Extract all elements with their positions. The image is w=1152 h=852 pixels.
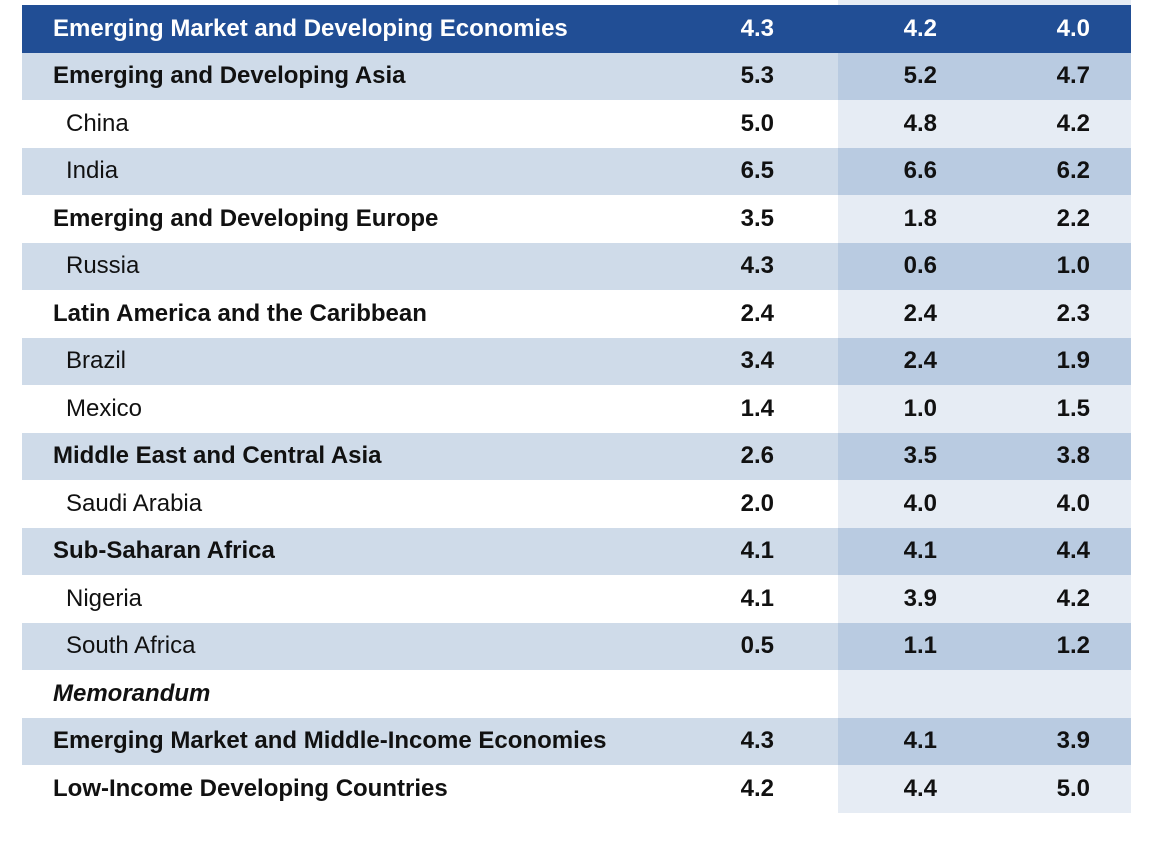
row-value-1: 4.2 xyxy=(700,765,838,813)
row-value-2: 5.2 xyxy=(838,52,993,100)
header-value-2: 4.2 xyxy=(838,5,993,53)
row-value-1: 2.6 xyxy=(700,432,838,480)
row-value-2 xyxy=(838,670,993,718)
row-value-3: 1.0 xyxy=(993,242,1131,290)
row-value-2: 3.5 xyxy=(838,432,993,480)
table-row: Nigeria 4.1 3.9 4.2 xyxy=(22,575,1131,623)
row-value-1: 3.4 xyxy=(700,337,838,385)
header-value-3: 4.0 xyxy=(993,5,1131,53)
row-value-2: 4.1 xyxy=(838,527,993,575)
row-label: Nigeria xyxy=(22,575,700,623)
table-row: Emerging and Developing Europe 3.5 1.8 2.2 xyxy=(22,195,1131,243)
row-label: China xyxy=(22,100,700,148)
row-value-3: 4.4 xyxy=(993,527,1131,575)
row-label: India xyxy=(22,147,700,195)
column-shade-top xyxy=(838,0,1131,5)
table-row: Memorandum xyxy=(22,670,1131,718)
table-row: China 5.0 4.8 4.2 xyxy=(22,100,1131,148)
table-row: India 6.5 6.6 6.2 xyxy=(22,147,1131,195)
row-label: Brazil xyxy=(22,337,700,385)
row-value-1: 3.5 xyxy=(700,195,838,243)
row-label: Latin America and the Caribbean xyxy=(22,290,700,338)
row-value-3: 4.7 xyxy=(993,52,1131,100)
row-value-1: 4.1 xyxy=(700,527,838,575)
table-row: South Africa 0.5 1.1 1.2 xyxy=(22,622,1131,670)
row-value-3 xyxy=(993,670,1131,718)
row-label: Emerging Market and Middle-Income Econom… xyxy=(22,717,700,765)
row-label: South Africa xyxy=(22,622,700,670)
row-value-2: 6.6 xyxy=(838,147,993,195)
row-value-1: 4.1 xyxy=(700,575,838,623)
row-value-3: 2.3 xyxy=(993,290,1131,338)
row-value-1: 1.4 xyxy=(700,385,838,433)
table-row: Russia 4.3 0.6 1.0 xyxy=(22,242,1131,290)
row-label: Sub-Saharan Africa xyxy=(22,527,700,575)
row-value-1: 2.0 xyxy=(700,480,838,528)
table-row: Middle East and Central Asia 2.6 3.5 3.8 xyxy=(22,432,1131,480)
row-value-1 xyxy=(700,670,838,718)
row-label: Mexico xyxy=(22,385,700,433)
table-row: Latin America and the Caribbean 2.4 2.4 2.3 xyxy=(22,290,1131,338)
row-value-3: 1.9 xyxy=(993,337,1131,385)
row-value-1: 2.4 xyxy=(700,290,838,338)
row-value-2: 1.1 xyxy=(838,622,993,670)
table-row: Saudi Arabia 2.0 4.0 4.0 xyxy=(22,480,1131,528)
row-label: Middle East and Central Asia xyxy=(22,432,700,480)
row-value-2: 4.8 xyxy=(838,100,993,148)
row-value-2: 2.4 xyxy=(838,290,993,338)
row-label: Emerging and Developing Europe xyxy=(22,195,700,243)
row-value-3: 4.2 xyxy=(993,100,1131,148)
row-value-2: 1.0 xyxy=(838,385,993,433)
row-value-1: 4.3 xyxy=(700,242,838,290)
row-value-2: 4.4 xyxy=(838,765,993,813)
table-row: Brazil 3.4 2.4 1.9 xyxy=(22,337,1131,385)
table-row: Emerging Market and Middle-Income Econom… xyxy=(22,717,1131,765)
growth-projections-table: Emerging Market and Developing Economies… xyxy=(22,5,1131,813)
row-value-2: 4.1 xyxy=(838,717,993,765)
row-value-3: 1.2 xyxy=(993,622,1131,670)
row-value-2: 2.4 xyxy=(838,337,993,385)
row-value-1: 6.5 xyxy=(700,147,838,195)
header-label: Emerging Market and Developing Economies xyxy=(22,5,700,53)
table-row: Emerging and Developing Asia 5.3 5.2 4.7 xyxy=(22,52,1131,100)
row-value-2: 1.8 xyxy=(838,195,993,243)
row-value-3: 1.5 xyxy=(993,385,1131,433)
header-value-1: 4.3 xyxy=(700,5,838,53)
row-value-3: 3.8 xyxy=(993,432,1131,480)
row-value-1: 0.5 xyxy=(700,622,838,670)
row-label: Memorandum xyxy=(22,670,700,718)
row-value-3: 2.2 xyxy=(993,195,1131,243)
row-value-1: 4.3 xyxy=(700,717,838,765)
row-value-2: 3.9 xyxy=(838,575,993,623)
row-label: Saudi Arabia xyxy=(22,480,700,528)
row-label: Emerging and Developing Asia xyxy=(22,52,700,100)
row-value-3: 3.9 xyxy=(993,717,1131,765)
table-row: Sub-Saharan Africa 4.1 4.1 4.4 xyxy=(22,527,1131,575)
table-row: Mexico 1.4 1.0 1.5 xyxy=(22,385,1131,433)
row-value-2: 0.6 xyxy=(838,242,993,290)
table-header-row: Emerging Market and Developing Economies… xyxy=(22,5,1131,53)
table-row: Low-Income Developing Countries 4.2 4.4 5.0 xyxy=(22,765,1131,813)
row-value-1: 5.3 xyxy=(700,52,838,100)
row-value-3: 5.0 xyxy=(993,765,1131,813)
row-value-3: 4.0 xyxy=(993,480,1131,528)
row-value-2: 4.0 xyxy=(838,480,993,528)
row-label: Low-Income Developing Countries xyxy=(22,765,700,813)
row-value-1: 5.0 xyxy=(700,100,838,148)
row-value-3: 6.2 xyxy=(993,147,1131,195)
row-label: Russia xyxy=(22,242,700,290)
row-value-3: 4.2 xyxy=(993,575,1131,623)
